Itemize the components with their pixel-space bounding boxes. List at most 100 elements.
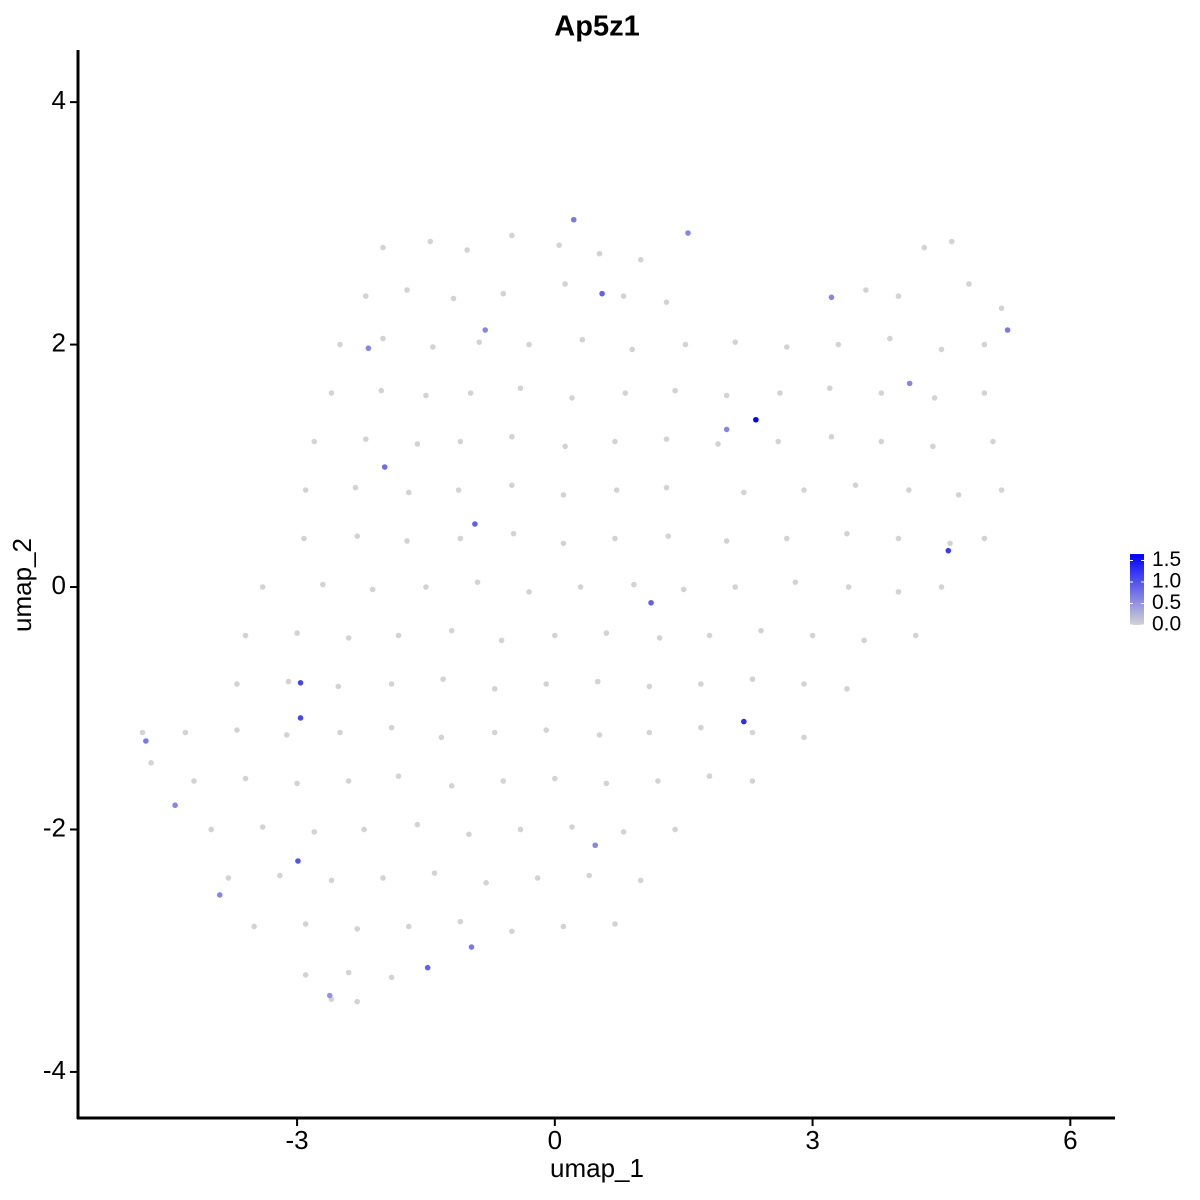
point <box>596 250 603 257</box>
point <box>656 635 663 641</box>
point <box>801 487 807 493</box>
point <box>732 584 739 590</box>
point <box>629 346 635 353</box>
point <box>835 341 842 348</box>
point <box>405 923 412 930</box>
point <box>801 734 807 741</box>
point <box>948 238 955 245</box>
point <box>491 686 498 692</box>
point <box>242 775 249 782</box>
point <box>172 802 178 809</box>
point <box>500 778 507 784</box>
point <box>380 875 386 881</box>
point <box>612 535 618 542</box>
point <box>365 345 372 352</box>
point <box>663 484 670 491</box>
point <box>482 327 489 333</box>
point <box>845 584 852 590</box>
x-tick-label: -3 <box>286 1125 309 1155</box>
point <box>345 969 352 976</box>
point <box>328 877 335 884</box>
point <box>498 637 505 644</box>
point <box>560 923 567 930</box>
point <box>792 579 799 585</box>
x-tick-label: 6 <box>1063 1125 1077 1155</box>
point <box>345 635 352 641</box>
point <box>685 230 691 236</box>
point <box>395 632 402 639</box>
colorbar-label: 1.5 <box>1152 548 1181 571</box>
point <box>148 760 154 766</box>
point <box>620 293 627 299</box>
point <box>234 681 240 687</box>
point <box>646 683 653 690</box>
point <box>352 484 359 491</box>
point <box>251 923 257 930</box>
point <box>741 489 747 496</box>
point <box>631 581 637 588</box>
point <box>259 584 266 590</box>
point <box>414 821 421 828</box>
point <box>878 390 885 396</box>
point <box>301 535 307 542</box>
points <box>139 216 1011 1005</box>
point <box>543 727 550 733</box>
point <box>801 681 807 687</box>
point <box>467 390 474 396</box>
point <box>328 390 335 396</box>
point <box>405 489 412 496</box>
x-axis-label: umap_1 <box>550 1153 644 1183</box>
point <box>414 441 421 447</box>
point <box>491 729 498 736</box>
point <box>828 294 835 301</box>
point <box>354 533 361 539</box>
point <box>613 487 620 493</box>
point <box>895 535 902 542</box>
point <box>809 632 816 639</box>
point <box>285 678 292 685</box>
point <box>311 438 318 445</box>
point <box>404 538 410 544</box>
point <box>784 535 790 542</box>
colorbar-label: 1.0 <box>1152 570 1181 593</box>
point <box>861 637 867 644</box>
point <box>569 395 575 401</box>
point <box>388 681 395 687</box>
point <box>1004 327 1011 333</box>
point <box>423 392 429 399</box>
point <box>216 892 223 898</box>
y-tick-label: -2 <box>43 812 66 842</box>
point <box>457 918 464 925</box>
point <box>947 540 953 547</box>
point <box>665 533 672 539</box>
point <box>981 390 988 396</box>
point <box>723 426 730 433</box>
point <box>438 734 445 741</box>
point <box>354 998 361 1005</box>
x-tick-label: 0 <box>548 1125 562 1155</box>
point <box>592 842 599 849</box>
point <box>637 256 644 263</box>
point <box>450 295 457 302</box>
point <box>335 683 342 690</box>
point <box>302 921 309 927</box>
point <box>777 390 783 396</box>
point <box>646 729 653 736</box>
point <box>509 928 515 935</box>
point <box>395 773 402 779</box>
point <box>594 678 601 685</box>
point <box>369 586 376 593</box>
point <box>259 824 266 830</box>
point <box>655 778 661 784</box>
point <box>543 681 550 687</box>
point <box>723 392 730 399</box>
point <box>955 492 962 498</box>
point <box>663 299 670 305</box>
point <box>622 390 629 396</box>
point <box>472 521 478 527</box>
point <box>749 676 756 682</box>
colorbar-label: 0.5 <box>1152 591 1181 614</box>
point <box>938 584 945 590</box>
point <box>562 443 568 450</box>
point <box>706 773 713 779</box>
